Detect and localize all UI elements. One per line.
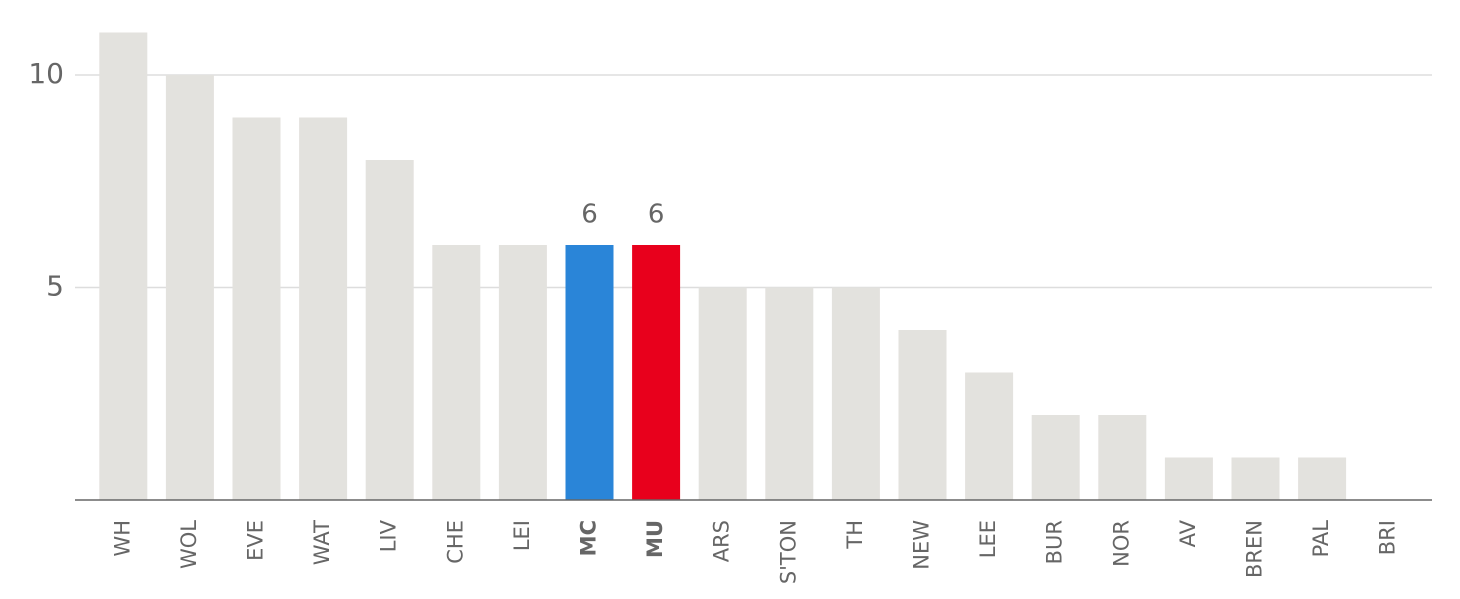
x-tick-label: EVE [244,520,268,561]
bar [1098,415,1147,500]
bar [232,117,281,500]
bar [698,287,747,500]
bar [1164,457,1213,500]
x-tick-label: CHE [443,520,467,564]
y-tick-label: 5 [46,270,64,303]
bar [365,160,414,500]
x-tick-label: NEW [910,520,934,570]
bar [99,32,148,500]
bar [898,330,947,500]
x-tick-label: BUR [1043,520,1067,564]
x-tick-label: S'TON [776,520,800,584]
x-tick-label: NOR [1109,520,1133,567]
x-tick-label: BREN [1243,520,1267,578]
x-tick-label: PAL [1309,520,1333,558]
x-tick-label: WH [110,520,134,557]
x-tick-label: AV [1176,519,1200,547]
bar [1231,457,1280,500]
bar [1298,457,1347,500]
bar [632,245,681,500]
y-tick-label: 10 [28,57,64,90]
x-tick-label: LEI [510,520,534,551]
x-tick-label: BRI [1376,520,1400,555]
bar [299,117,348,500]
x-tick-label: MC [577,520,601,556]
bar [565,245,614,500]
x-tick-label: WOL [177,520,201,569]
x-tick-label: LIV [377,519,401,552]
value-label: 6 [581,200,598,230]
x-tick-label: LEE [976,520,1000,558]
x-tick-label: ARS [710,520,734,562]
bar [965,372,1014,500]
x-tick-label: MU [643,520,667,558]
x-tick-label: WAT [310,520,334,565]
bar [165,75,214,500]
bar [1031,415,1080,500]
bar [831,287,880,500]
bar [498,245,547,500]
bar [432,245,481,500]
bar [765,287,814,500]
x-tick-label: TH [843,520,867,550]
value-label: 6 [648,200,665,230]
